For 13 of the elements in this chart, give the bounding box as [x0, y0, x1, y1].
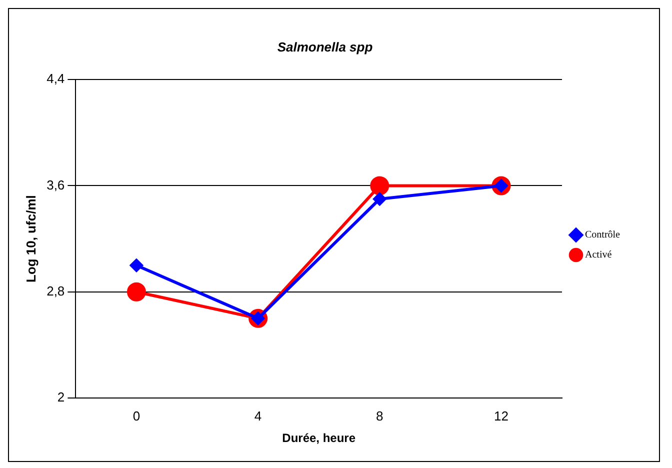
- x-tick-label: 8: [376, 408, 384, 424]
- y-axis-title: Log 10, ufc/ml: [23, 195, 38, 283]
- x-tick-label: 4: [254, 408, 262, 424]
- y-tick-label: 4,4: [46, 71, 65, 86]
- y-tick-label: 3,6: [46, 177, 65, 192]
- y-tick-label: 2: [57, 390, 65, 405]
- x-tick-label: 0: [132, 408, 140, 424]
- x-axis-title: Durée, heure: [282, 431, 356, 446]
- legend-label: Activé: [585, 250, 612, 261]
- y-tick-label: 2,8: [46, 283, 65, 298]
- chart-title: Salmonella spp: [277, 39, 373, 54]
- x-tick-label: 12: [494, 408, 508, 424]
- legend-label: Contrôle: [585, 230, 621, 241]
